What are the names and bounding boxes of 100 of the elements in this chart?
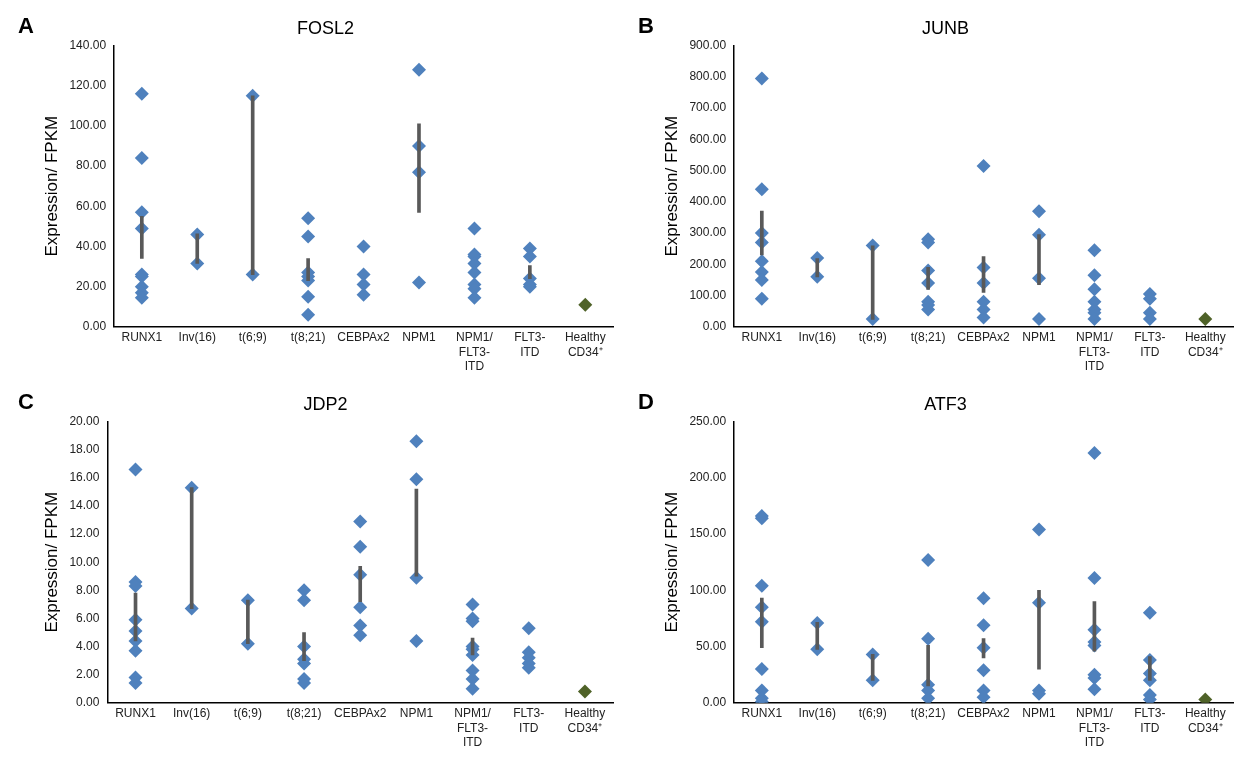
y-tick-label: 250.00 xyxy=(689,413,727,428)
x-tick-label: Healthy CD34⁺ xyxy=(564,706,606,735)
bar xyxy=(250,95,255,275)
x-tick-label: CEBPAx2 xyxy=(957,330,1011,345)
x-tick-label: Inv(16) xyxy=(178,330,216,345)
bar xyxy=(302,632,306,661)
x-tick-label: FLT3-ITD xyxy=(1134,706,1166,735)
y-tick-label: 8.00 xyxy=(76,582,100,597)
y-tick-label: 80.00 xyxy=(76,158,107,173)
x-tick-label: t(8;21) xyxy=(286,706,322,721)
x-tick-label: FLT3-ITD xyxy=(514,330,546,359)
bar xyxy=(528,265,532,279)
x-tick-label: t(8;21) xyxy=(910,706,946,721)
x-tick-label: CEBPAx2 xyxy=(957,706,1011,721)
x-tick-label: Inv(16) xyxy=(798,330,836,345)
bar xyxy=(870,654,875,681)
y-tick-label: 50.00 xyxy=(696,638,727,653)
y-tick-label: 200.00 xyxy=(689,256,727,271)
x-tick-label: RUNX1 xyxy=(121,330,163,345)
y-tick-label: 100.00 xyxy=(689,582,727,597)
y-axis-title: Expression/ FPKM xyxy=(661,491,681,633)
x-tick-label: NPM1/FLT3-ITD xyxy=(1076,706,1114,750)
y-tick-label: 0.00 xyxy=(702,695,727,710)
x-tick-label: NPM1 xyxy=(1022,330,1056,345)
x-tick-label: t(6;9) xyxy=(858,330,887,345)
x-tick-label: NPM1/FLT3-ITD xyxy=(454,706,492,750)
chart-title: JUNB xyxy=(921,17,970,38)
y-tick-label: 400.00 xyxy=(689,194,727,209)
x-tick-label: NPM1/FLT3-ITD xyxy=(456,330,494,374)
bar xyxy=(926,645,930,687)
chart-title: ATF3 xyxy=(924,393,967,414)
y-tick-label: 120.00 xyxy=(69,78,107,93)
bar xyxy=(246,599,250,645)
y-tick-label: 100.00 xyxy=(69,118,107,133)
text: B xyxy=(638,13,654,39)
y-tick-label: 20.00 xyxy=(69,413,100,428)
x-tick-label: Healthy CD34⁺ xyxy=(1184,706,1226,735)
y-tick-label: 0.00 xyxy=(82,319,107,334)
y-tick-label: 40.00 xyxy=(76,238,107,253)
x-tick-label: Healthy CD34⁺ xyxy=(564,330,606,359)
x-tick-label: RUNX1 xyxy=(115,706,157,721)
y-tick-label: 12.00 xyxy=(69,526,100,541)
text: A xyxy=(18,13,34,39)
y-tick-label: 500.00 xyxy=(689,162,727,177)
x-tick-label: t(8;21) xyxy=(910,330,946,345)
y-tick-label: 4.00 xyxy=(76,638,100,653)
bar xyxy=(870,245,875,320)
bar xyxy=(306,258,310,281)
x-tick-label: NPM1 xyxy=(402,330,436,345)
y-tick-label: 150.00 xyxy=(689,526,727,541)
y-tick-label: 18.00 xyxy=(69,442,100,457)
x-tick-label: RUNX1 xyxy=(741,706,783,721)
y-tick-label: 300.00 xyxy=(689,225,727,240)
y-tick-label: 700.00 xyxy=(689,100,727,115)
bar xyxy=(926,267,930,290)
y-tick-label: 0.00 xyxy=(76,695,100,710)
x-tick-label: NPM1/FLT3-ITD xyxy=(1076,330,1114,374)
bar xyxy=(1037,234,1041,285)
y-tick-label: 6.00 xyxy=(76,610,100,625)
bar xyxy=(1148,656,1152,681)
x-tick-label: RUNX1 xyxy=(741,330,783,345)
bar xyxy=(1037,589,1041,670)
bar xyxy=(358,566,363,602)
y-tick-label: 20.00 xyxy=(76,278,107,293)
x-tick-label: Inv(16) xyxy=(798,706,836,721)
bar xyxy=(189,487,194,609)
y-tick-label: 2.00 xyxy=(76,666,100,681)
y-tick-label: 100.00 xyxy=(689,287,727,302)
x-tick-label: CEBPAx2 xyxy=(337,330,391,345)
y-axis-title: Expression/ FPKM xyxy=(41,115,61,257)
y-tick-label: 600.00 xyxy=(689,131,727,146)
x-tick-label: NPM1 xyxy=(1022,706,1056,721)
y-tick-label: 0.00 xyxy=(702,319,727,334)
y-tick-label: 10.00 xyxy=(69,554,100,569)
chart-title: FOSL2 xyxy=(296,17,355,38)
x-tick-label: t(8;21) xyxy=(290,330,326,345)
x-tick-label: t(6;9) xyxy=(858,706,887,721)
bar xyxy=(759,210,764,256)
bar xyxy=(815,258,820,278)
bar xyxy=(815,622,820,650)
x-tick-label: CEBPAx2 xyxy=(333,706,387,721)
y-tick-label: 900.00 xyxy=(689,37,727,52)
y-tick-label: 60.00 xyxy=(76,198,107,213)
bar xyxy=(139,216,144,259)
bar xyxy=(195,233,200,264)
y-tick-label: 200.00 xyxy=(689,470,727,485)
x-tick-label: Inv(16) xyxy=(173,706,211,721)
x-tick-label: FLT3-ITD xyxy=(513,706,545,735)
y-axis-title: Expression/ FPKM xyxy=(41,491,61,633)
chart-title: JDP2 xyxy=(303,393,348,414)
x-tick-label: NPM1 xyxy=(399,706,434,721)
y-tick-label: 16.00 xyxy=(69,470,100,485)
bar xyxy=(417,123,421,213)
x-tick-label: t(6;9) xyxy=(238,330,267,345)
text: C xyxy=(18,389,34,415)
x-tick-label: FLT3-ITD xyxy=(1134,330,1166,359)
text: D xyxy=(638,389,654,415)
y-tick-label: 140.00 xyxy=(69,37,107,52)
y-tick-label: 14.00 xyxy=(69,498,100,513)
y-tick-label: 800.00 xyxy=(689,69,727,84)
